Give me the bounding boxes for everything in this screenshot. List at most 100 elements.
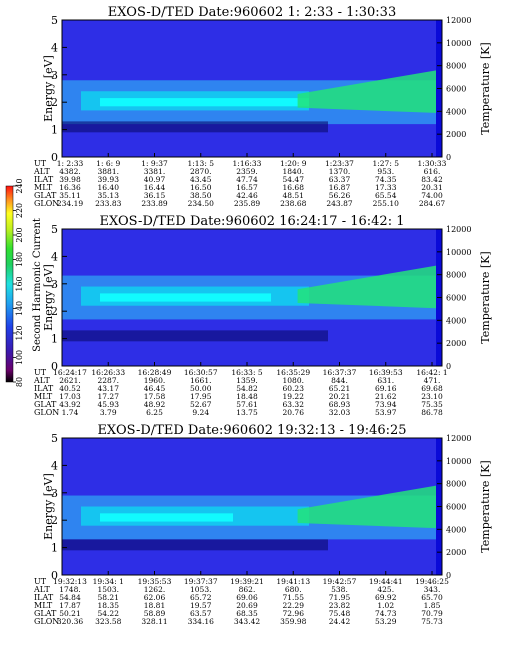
table-cell: 43.17 [98, 384, 120, 393]
y-tick-label: 5 [51, 432, 58, 445]
table-cell: 1661. [190, 376, 211, 385]
table-cell: 46.45 [144, 384, 166, 393]
table-cell: 22.29 [283, 601, 305, 610]
table-cell: 39.93 [98, 175, 120, 184]
row-label: MLT [34, 392, 53, 401]
y-right-tick-label: 4000 [446, 107, 466, 116]
table-cell: 48.92 [144, 400, 166, 409]
spectrum-gap [62, 539, 328, 551]
row-label: GLON [34, 408, 59, 417]
row-label: ILAT [34, 593, 54, 602]
y-tick-label: 0 [51, 569, 58, 582]
row-label: ALT [33, 167, 50, 176]
table-cell: 50.00 [190, 384, 212, 393]
table-cell: 17.33 [375, 183, 397, 192]
table-cell: 63.37 [329, 175, 351, 184]
table-cell: 70.79 [421, 609, 443, 618]
table-cell: 36.15 [144, 191, 166, 200]
table-cell: 63.57 [190, 609, 212, 618]
table-cell: 16:28:49 [138, 368, 172, 377]
table-cell: 47.74 [236, 175, 258, 184]
table-cell: 74.73 [375, 609, 397, 618]
table-cell: 255.10 [373, 199, 399, 208]
y-right-tick-label: 10000 [446, 39, 471, 48]
table-cell: 1.74 [62, 408, 79, 417]
table-cell: 234.50 [188, 199, 214, 208]
table-cell: 1: 9:37 [141, 159, 168, 168]
table-cell: 52.67 [190, 400, 212, 409]
table-cell: 16:35:29 [276, 368, 310, 377]
table-cell: 63.32 [283, 400, 305, 409]
spectrum-gap [62, 121, 328, 133]
table-cell: 74.35 [375, 175, 397, 184]
colorbar: 80 100 120 140 160 180 200 220 240 Second Harmon… [5, 178, 43, 387]
table-cell: 18.48 [236, 392, 258, 401]
panel-2: EXOS-D/TED Date:960602 16:24:17 - 16:42:… [33, 214, 492, 417]
y-axis-label: Energy [eV] [42, 264, 55, 331]
table-cell: 1053. [190, 585, 211, 594]
table-cell: 20.21 [329, 392, 350, 401]
y-right-tick-label: 2000 [446, 339, 466, 348]
table-cell: 86.78 [421, 408, 443, 417]
table-cell: 323.58 [95, 617, 121, 626]
table-cell: 75.73 [421, 617, 443, 626]
table-cell: 69.68 [421, 384, 443, 393]
colorbar-tick-label: 160 [15, 276, 24, 291]
table-cell: 17.87 [59, 601, 81, 610]
table-cell: 38.50 [190, 191, 212, 200]
table-cell: 54.84 [59, 593, 81, 602]
table-cell: 20.76 [283, 408, 305, 417]
table-cell: 56.26 [329, 191, 351, 200]
table-cell: 16:24:17 [53, 368, 87, 377]
table-cell: 359.98 [280, 617, 306, 626]
table-cell: 243.87 [326, 199, 352, 208]
y-tick-label: 3 [51, 487, 58, 500]
y-tick-label: 1 [51, 542, 58, 555]
row-label: ALT [33, 585, 50, 594]
table-cell: 58.21 [98, 593, 119, 602]
panel-1: EXOS-D/TED Date:960602 1: 2:33 - 1:30:33… [33, 5, 492, 208]
table-cell: 1:23:37 [325, 159, 354, 168]
row-label: ILAT [34, 175, 54, 184]
table-cell: 17.03 [59, 392, 81, 401]
table-cell: 19.57 [190, 601, 212, 610]
table-cell: 233.83 [95, 199, 121, 208]
table-cell: 20.69 [236, 601, 258, 610]
y-tick-label: 2 [51, 96, 58, 109]
table-cell: 2621. [59, 376, 80, 385]
table-cell: 62.06 [144, 593, 166, 602]
table-cell: 75.35 [421, 400, 443, 409]
y-right-tick-label: 6000 [446, 503, 466, 512]
y-tick-label: 4 [51, 250, 58, 263]
row-label: GLAT [34, 400, 57, 409]
table-cell: 45.93 [98, 400, 120, 409]
table-cell: 50.21 [59, 609, 80, 618]
table-cell: 3381. [144, 167, 165, 176]
table-cell: 2359. [236, 167, 257, 176]
y-right-tick-label: 4000 [446, 525, 466, 534]
table-cell: 69.16 [375, 384, 397, 393]
row-label: ALT [33, 376, 50, 385]
row-label: MLT [34, 601, 53, 610]
table-cell: 1:16:33 [233, 159, 262, 168]
table-cell: 2287. [98, 376, 119, 385]
table-cell: 72.96 [283, 609, 305, 618]
table-cell: 16.68 [283, 183, 305, 192]
table-cell: 1748. [59, 585, 80, 594]
table-cell: 1:30:33 [418, 159, 447, 168]
table-cell: 19:35:53 [138, 577, 172, 586]
table-cell: 42.46 [236, 191, 258, 200]
table-cell: 234.19 [57, 199, 83, 208]
y-tick-label: 0 [51, 151, 58, 164]
y-right-axis-label: Temperature [K] [479, 251, 492, 343]
table-cell: 233.89 [141, 199, 167, 208]
table-cell: 65.54 [375, 191, 397, 200]
y-right-tick-label: 4000 [446, 316, 466, 325]
panel-title: EXOS-D/TED Date:960602 19:32:13 - 19:46:… [97, 423, 406, 438]
table-cell: 69.92 [375, 593, 397, 602]
table-cell: 343.42 [234, 617, 260, 626]
table-cell: 1:13: 5 [187, 159, 214, 168]
y-right-tick-label: 6000 [446, 294, 466, 303]
table-cell: 19:34: 1 [93, 577, 124, 586]
y-right-tick-label: 8000 [446, 271, 466, 280]
